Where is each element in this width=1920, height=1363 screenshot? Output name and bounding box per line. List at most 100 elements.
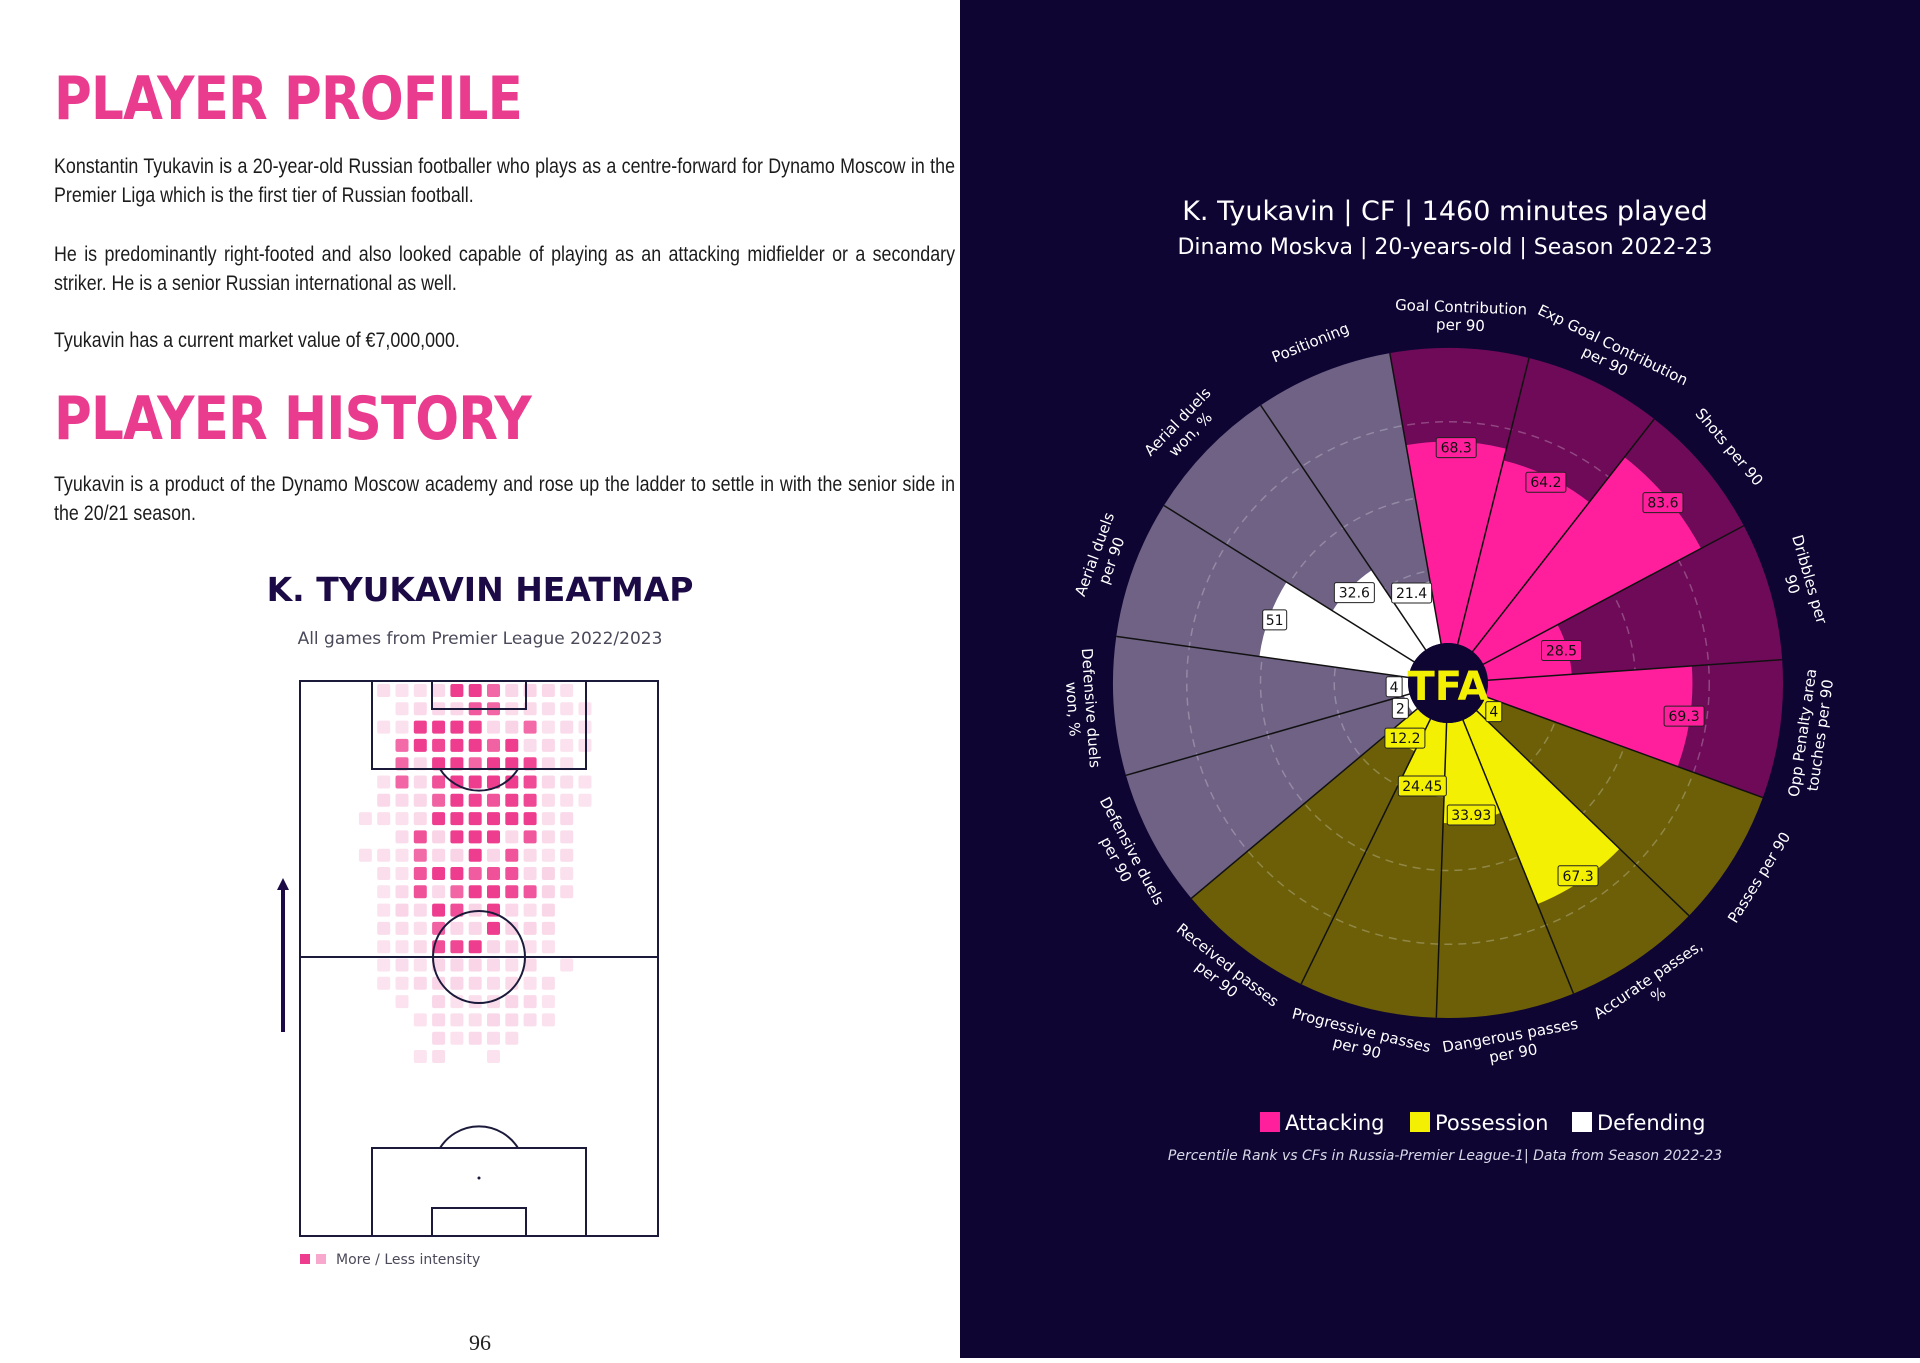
heatmap-cell <box>377 720 391 734</box>
heatmap-cell <box>432 812 446 826</box>
heatmap-cell <box>468 976 482 990</box>
heatmap-cell <box>541 1013 555 1027</box>
value-label: 83.6 <box>1642 492 1684 514</box>
heatmap-cell <box>505 1031 519 1045</box>
heatmap-cell <box>432 1013 446 1027</box>
heatmap-cell <box>413 702 427 716</box>
heatmap-cell <box>468 848 482 862</box>
heatmap-cell <box>541 775 555 789</box>
slice-value <box>1259 582 1415 678</box>
heatmap-cell <box>468 793 482 807</box>
heatmap-cell <box>450 738 464 752</box>
svg-text:64.2: 64.2 <box>1530 475 1561 491</box>
heatmap-cell <box>413 976 427 990</box>
heatmap-cell <box>505 1013 519 1027</box>
heatmap-cell <box>450 812 464 826</box>
heatmap-cell <box>468 812 482 826</box>
heatmap-cell <box>358 848 372 862</box>
heatmap-cell <box>413 684 427 697</box>
heatmap-cell <box>377 867 391 880</box>
heatmap-cell <box>432 830 446 844</box>
right-page: K. Tyukavin | CF | 1460 minutes played D… <box>960 0 1920 1358</box>
heatmap-cell <box>395 903 409 917</box>
profile-paragraph-2: He is predominantly right-footed and als… <box>54 243 955 295</box>
heatmap-cell <box>395 995 409 1009</box>
heatmap-cell <box>413 867 427 880</box>
heatmap-cell <box>450 867 464 880</box>
heatmap-cell <box>395 757 409 771</box>
heatmap-cell <box>505 757 519 771</box>
heatmap-cell <box>487 775 500 789</box>
heatmap-cell <box>541 940 555 954</box>
heatmap-cell <box>395 684 409 697</box>
heatmap-cell <box>523 848 537 862</box>
heatmap-cell <box>377 903 391 917</box>
svg-text:90: 90 <box>1781 573 1804 596</box>
slice-value <box>1457 460 1590 652</box>
heatmap-cell <box>395 885 409 899</box>
heatmap-cell <box>523 720 537 734</box>
heatmap-cell <box>505 921 519 935</box>
heatmap-cell <box>468 775 482 789</box>
heatmap-cell <box>560 958 574 972</box>
value-label: 69.3 <box>1663 705 1705 727</box>
profile-paragraph-1: Konstantin Tyukavin is a 20-year-old Rus… <box>54 155 955 207</box>
heatmap-cell <box>541 848 555 862</box>
legend-label: Attacking <box>1285 1111 1385 1135</box>
heatmap-cell <box>505 903 519 917</box>
heatmap-cell <box>487 976 500 990</box>
heatmap-cell <box>487 885 500 899</box>
heatmap-cell <box>432 738 446 752</box>
chart-legend: Attacking Possession Defending <box>1260 1111 1706 1135</box>
heatmap-cell <box>413 738 427 752</box>
heatmap-cell <box>450 885 464 899</box>
svg-text:per 90: per 90 <box>1436 315 1485 335</box>
heatmap-cell <box>487 793 500 807</box>
heatmap-cell <box>413 1050 427 1063</box>
heatmap-cell <box>432 885 446 899</box>
heatmap-cell <box>450 1031 464 1045</box>
heatmap-cell <box>578 775 592 789</box>
heatmap-cell <box>432 921 446 935</box>
heatmap-cell <box>523 976 537 990</box>
heatmap-cell <box>541 976 555 990</box>
heatmap-cell <box>395 738 409 752</box>
heatmap-cell <box>468 940 482 954</box>
heatmap-cell <box>523 885 537 899</box>
heatmap-cell <box>413 793 427 807</box>
heatmap-cell <box>450 793 464 807</box>
heatmap-cell <box>468 867 482 880</box>
heatmap-cell <box>505 958 519 972</box>
value-label: 2 <box>1391 697 1409 719</box>
heatmap-cell <box>523 903 537 917</box>
heatmap-cell <box>450 958 464 972</box>
heatmap-cell <box>541 757 555 771</box>
heatmap-cell <box>560 848 574 862</box>
value-label: 12.2 <box>1384 727 1426 749</box>
heatmap-cell <box>468 995 482 1009</box>
heatmap-cell <box>560 702 574 716</box>
legend-swatch <box>1410 1112 1430 1132</box>
heatmap-cell <box>541 793 555 807</box>
heatmap-cell <box>468 757 482 771</box>
heatmap-cell <box>468 885 482 899</box>
heatmap-cell <box>450 1013 464 1027</box>
heatmap-cell <box>560 812 574 826</box>
svg-text:12.2: 12.2 <box>1389 731 1420 747</box>
value-label: 24.45 <box>1397 775 1447 797</box>
page-number: 96 <box>469 1330 491 1355</box>
value-label: 28.5 <box>1541 639 1583 661</box>
heatmap-cell <box>505 684 519 697</box>
heatmap-cell <box>450 903 464 917</box>
center-logo-circle <box>1408 643 1488 723</box>
svg-text:83.6: 83.6 <box>1647 496 1678 512</box>
heatmap-pitch <box>277 680 659 1264</box>
slice-value <box>1483 624 1572 681</box>
svg-text:32.6: 32.6 <box>1339 586 1370 602</box>
heatmap-cell <box>541 885 555 899</box>
value-label: 4 <box>1485 701 1503 723</box>
category-label: Positioning <box>1269 319 1351 366</box>
